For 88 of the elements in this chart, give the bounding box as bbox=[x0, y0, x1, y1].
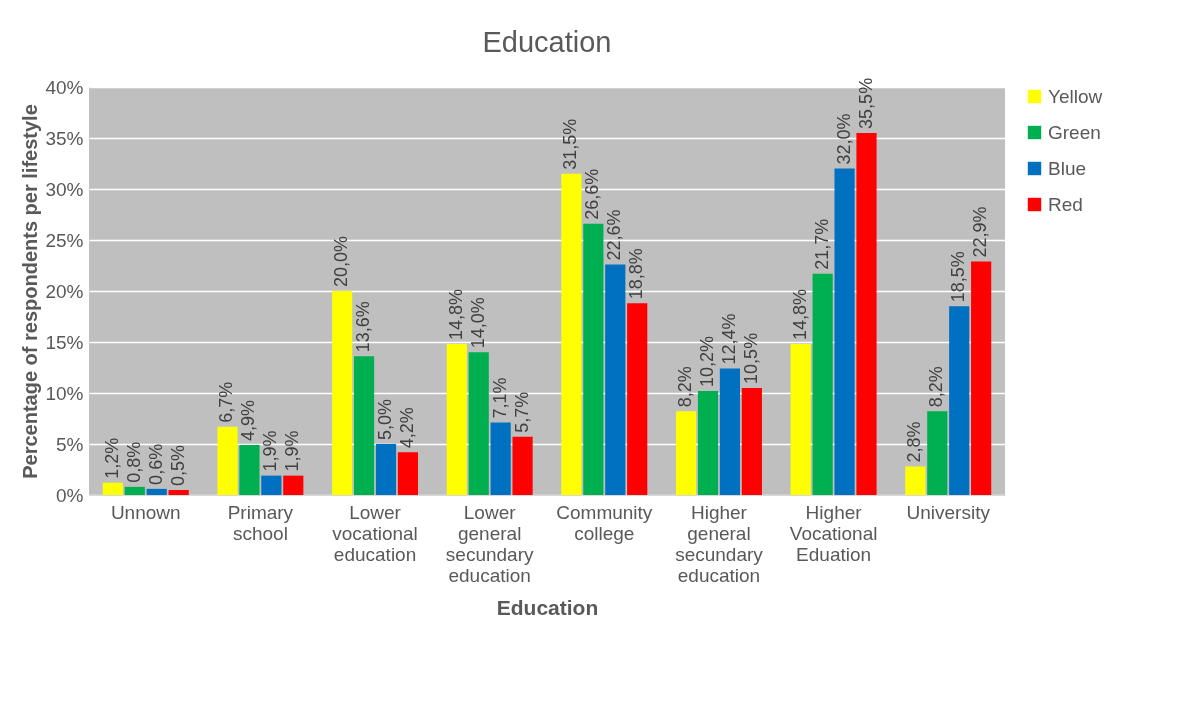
data-label: 26,6% bbox=[582, 168, 603, 220]
x-tick-label: Higher Vocational Eduation bbox=[789, 501, 878, 565]
legend-label: Green bbox=[1048, 121, 1101, 143]
x-axis-title: Education bbox=[496, 595, 599, 619]
data-label: 10,5% bbox=[740, 332, 761, 384]
bar bbox=[102, 482, 123, 495]
y-tick-label: 10% bbox=[45, 382, 84, 404]
y-tick-label: 40% bbox=[45, 76, 84, 98]
y-tick-label: 5% bbox=[56, 433, 84, 455]
y-tick-label: 25% bbox=[45, 229, 84, 251]
bar bbox=[561, 173, 582, 495]
data-label: 21,7% bbox=[811, 218, 832, 270]
data-label: 20,0% bbox=[331, 235, 352, 287]
data-label: 0,6% bbox=[145, 443, 166, 485]
x-tick-label: University bbox=[906, 501, 991, 523]
bar bbox=[627, 303, 648, 495]
data-label: 4,9% bbox=[238, 399, 259, 442]
bar bbox=[971, 261, 992, 495]
x-tick-label: Lower vocational education bbox=[332, 501, 418, 565]
bar bbox=[905, 466, 926, 495]
data-label: 4,2% bbox=[396, 407, 417, 449]
bar bbox=[124, 486, 145, 495]
bar bbox=[168, 489, 189, 495]
data-label: 1,9% bbox=[260, 430, 281, 472]
y-tick-label: 15% bbox=[45, 331, 84, 353]
y-tick-label: 0% bbox=[56, 484, 84, 506]
data-label: 18,8% bbox=[626, 248, 647, 300]
data-label: 35,5% bbox=[855, 77, 876, 129]
data-label: 32,0% bbox=[833, 113, 854, 165]
data-label: 1,2% bbox=[101, 437, 122, 479]
bar bbox=[927, 411, 948, 495]
y-tick-label: 30% bbox=[45, 178, 84, 200]
bar bbox=[217, 426, 238, 495]
bar bbox=[375, 444, 397, 495]
bar bbox=[675, 411, 697, 495]
data-label: 12,4% bbox=[718, 313, 739, 365]
data-label: 14,8% bbox=[789, 288, 810, 341]
bar bbox=[490, 422, 511, 495]
x-tick-label: Primary school bbox=[227, 501, 294, 544]
bar bbox=[812, 273, 833, 495]
data-label: 0,8% bbox=[123, 441, 144, 483]
data-label: 18,5% bbox=[948, 251, 969, 303]
data-label: 6,7% bbox=[216, 381, 237, 423]
legend-label: Yellow bbox=[1048, 85, 1103, 107]
data-label: 22,9% bbox=[970, 206, 991, 258]
data-label: 1,9% bbox=[282, 430, 303, 472]
data-label: 8,2% bbox=[675, 366, 696, 408]
data-label: 22,6% bbox=[604, 209, 625, 261]
x-tick-label: Unnown bbox=[110, 501, 181, 523]
bar bbox=[697, 390, 719, 495]
bar bbox=[605, 264, 626, 495]
bar bbox=[146, 488, 167, 495]
bar bbox=[468, 352, 489, 495]
bar bbox=[856, 132, 877, 495]
bar bbox=[834, 168, 855, 495]
data-label: 8,2% bbox=[926, 366, 947, 408]
bar bbox=[583, 223, 604, 495]
data-label: 31,5% bbox=[560, 118, 581, 170]
bar bbox=[397, 452, 419, 495]
bar bbox=[512, 436, 533, 495]
bar bbox=[261, 475, 282, 495]
data-label: 7,1% bbox=[489, 377, 510, 419]
y-tick-label: 20% bbox=[45, 280, 84, 302]
data-label: 0,5% bbox=[167, 444, 188, 486]
data-label: 10,2% bbox=[697, 335, 717, 387]
legend-label: Red bbox=[1048, 193, 1083, 215]
data-label: 5,7% bbox=[511, 391, 532, 433]
data-label: 5,0% bbox=[375, 398, 395, 440]
bar bbox=[790, 344, 811, 495]
data-label: 14,8% bbox=[445, 288, 466, 341]
x-tick-label: Lower general secundary education bbox=[445, 501, 534, 586]
legend-label: Blue bbox=[1048, 157, 1087, 179]
chart-title: Education bbox=[482, 25, 612, 58]
bar bbox=[446, 344, 467, 495]
bar bbox=[949, 306, 970, 495]
data-label: 14,0% bbox=[467, 297, 488, 349]
data-label: 2,8% bbox=[904, 421, 925, 463]
x-tick-label: Higher general secundary education bbox=[675, 501, 764, 586]
bar bbox=[353, 356, 375, 495]
bar bbox=[741, 387, 762, 495]
bar bbox=[719, 368, 741, 495]
y-tick-label: 35% bbox=[45, 127, 84, 149]
bar bbox=[239, 445, 260, 495]
x-tick-label: Community college bbox=[556, 501, 653, 544]
y-axis-title: Percentage of respondents per lifestyle bbox=[19, 104, 42, 479]
bar bbox=[332, 291, 353, 495]
bar bbox=[283, 475, 304, 495]
data-label: 13,6% bbox=[353, 301, 374, 353]
